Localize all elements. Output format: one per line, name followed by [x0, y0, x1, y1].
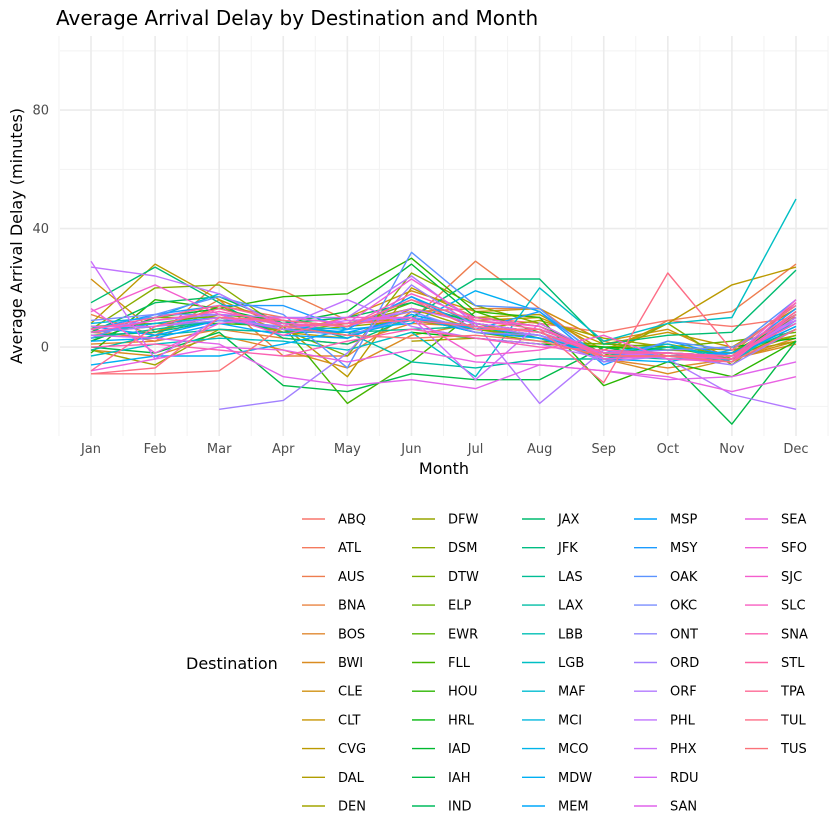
- legend-label-jax: JAX: [557, 513, 579, 528]
- legend-label-bos: BOS: [338, 627, 365, 642]
- series-line-dsm: [90, 272, 797, 366]
- series-line-jax: [90, 266, 797, 345]
- legend-label-orf: ORF: [670, 685, 697, 700]
- series-line-tul: [90, 272, 797, 384]
- legend: ABQ ATL AUS BNA BOS BWI CLE CLT CVG DAL DEN DFW DSM D…: [302, 513, 808, 815]
- legend-label-las: LAS: [558, 570, 583, 585]
- plot-grid: [58, 36, 829, 436]
- x-tick-label: Feb: [144, 442, 167, 457]
- legend-label-cle: CLE: [338, 685, 363, 700]
- x-tick-label: Aug: [527, 442, 552, 457]
- legend-label-sea: SEA: [781, 513, 806, 528]
- legend-label-sna: SNA: [781, 627, 808, 642]
- legend-label-clt: CLT: [338, 713, 361, 728]
- x-tick-label: Jun: [400, 442, 421, 457]
- legend-label-fll: FLL: [448, 656, 471, 671]
- legend-label-abq: ABQ: [338, 513, 366, 528]
- legend-label-ewr: EWR: [448, 627, 478, 642]
- legend-label-iah: IAH: [448, 771, 471, 786]
- legend-label-hrl: HRL: [448, 713, 475, 728]
- legend-label-ont: ONT: [670, 627, 698, 642]
- series-line-stl: [90, 299, 797, 360]
- legend-label-tus: TUS: [780, 742, 807, 757]
- legend-label-stl: STL: [781, 656, 805, 671]
- x-tick-label: Sep: [591, 442, 616, 457]
- legend-label-ind: IND: [448, 800, 472, 815]
- legend-label-hou: HOU: [448, 685, 478, 700]
- legend-label-mco: MCO: [558, 742, 589, 757]
- legend-label-okc: OKC: [670, 599, 697, 614]
- series-line-tpa: [90, 307, 797, 372]
- legend-label-slc: SLC: [781, 599, 806, 614]
- legend-label-sfo: SFO: [781, 541, 807, 556]
- legend-label-iad: IAD: [448, 742, 471, 757]
- x-tick-label: May: [334, 442, 361, 457]
- legend-label-aus: AUS: [338, 570, 365, 585]
- legend-label-elp: ELP: [448, 599, 471, 614]
- legend-label-dsm: DSM: [448, 541, 477, 556]
- legend-label-msp: MSP: [670, 513, 697, 528]
- chart-title: Average Arrival Delay by Destination and…: [56, 6, 538, 30]
- x-tick-label: Apr: [272, 442, 295, 457]
- x-tick-label: Jul: [467, 442, 484, 457]
- x-tick-label: Dec: [783, 442, 808, 457]
- series-line-tus: [91, 325, 797, 375]
- legend-label-lbb: LBB: [558, 627, 583, 642]
- legend-label-dfw: DFW: [448, 513, 478, 528]
- legend-label-msy: MSY: [670, 541, 697, 556]
- legend-label-sjc: SJC: [781, 570, 802, 585]
- legend-label-rdu: RDU: [670, 771, 699, 786]
- legend-label-san: SAN: [670, 800, 697, 815]
- legend-label-mdw: MDW: [558, 771, 592, 786]
- legend-label-dal: DAL: [338, 771, 365, 786]
- y-tick-label: 80: [32, 104, 49, 119]
- legend-label-mem: MEM: [558, 800, 589, 815]
- legend-label-oak: OAK: [670, 570, 698, 585]
- legend-label-phx: PHX: [670, 742, 697, 757]
- x-tick-label: Oct: [657, 442, 679, 457]
- y-tick-label: 40: [32, 222, 49, 237]
- series-line-lax: [90, 328, 797, 369]
- x-axis-title: Month: [419, 459, 469, 478]
- x-tick-label: Nov: [719, 442, 745, 457]
- series-line-iah: [90, 331, 797, 425]
- series-line-cvg: [90, 263, 797, 378]
- legend-label-phl: PHL: [670, 713, 696, 728]
- legend-label-atl: ATL: [338, 541, 362, 556]
- legend-label-mci: MCI: [558, 713, 582, 728]
- y-axis-title: Average Arrival Delay (minutes): [7, 108, 26, 364]
- legend-label-tul: TUL: [780, 713, 806, 728]
- legend-label-ord: ORD: [670, 656, 699, 671]
- legend-label-dtw: DTW: [448, 570, 479, 585]
- legend-label-jfk: JFK: [557, 541, 578, 556]
- y-axis-ticks: 0 40 80: [32, 104, 49, 356]
- legend-label-lgb: LGB: [558, 656, 584, 671]
- legend-title: Destination: [186, 654, 278, 673]
- series-line-lgb: [90, 198, 797, 378]
- x-axis-ticks: Jan Feb Mar Apr May Jun Jul Aug Sep Oct Nov Dec: [80, 442, 809, 457]
- legend-label-bwi: BWI: [338, 656, 363, 671]
- series-line-oak: [90, 251, 797, 369]
- plot-lines: [90, 198, 797, 425]
- y-tick-label: 0: [41, 341, 49, 356]
- legend-label-bna: BNA: [338, 599, 366, 614]
- x-tick-label: Jan: [80, 442, 101, 457]
- x-tick-label: Mar: [207, 442, 232, 457]
- legend-label-maf: MAF: [558, 685, 586, 700]
- legend-label-tpa: TPA: [780, 685, 805, 700]
- legend-label-den: DEN: [338, 800, 366, 815]
- legend-label-lax: LAX: [558, 599, 583, 614]
- legend-label-cvg: CVG: [338, 742, 366, 757]
